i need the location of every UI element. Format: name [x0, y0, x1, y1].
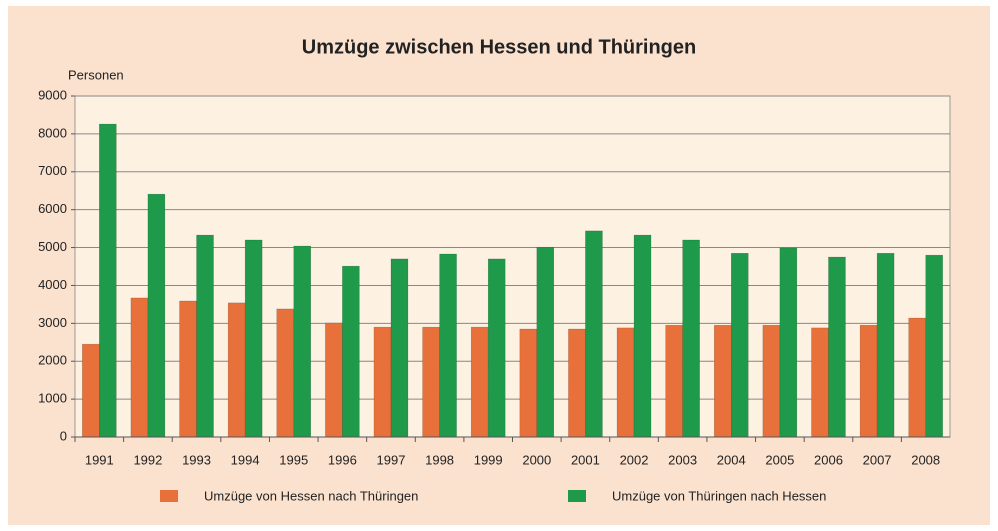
y-tick-label: 4000 — [38, 277, 67, 292]
bar — [293, 245, 311, 438]
bar — [487, 258, 506, 438]
y-tick-label: 8000 — [38, 125, 67, 140]
bar — [99, 123, 117, 438]
y-tick-label: 5000 — [38, 239, 67, 254]
x-tick-label: 1991 — [85, 452, 114, 467]
bar — [536, 246, 555, 438]
legend-label: Umzüge von Thüringen nach Hessen — [612, 488, 826, 503]
bar — [422, 326, 440, 438]
x-tick-label: 2004 — [717, 452, 746, 467]
y-tick-label: 7000 — [38, 163, 67, 178]
bar — [568, 328, 586, 438]
bar — [470, 326, 489, 438]
plot-area — [74, 95, 951, 438]
x-tick-label: 1995 — [279, 452, 308, 467]
bar — [731, 252, 749, 438]
bar — [633, 234, 652, 438]
bar — [373, 326, 392, 438]
x-tick-label: 1998 — [425, 452, 454, 467]
bar — [439, 253, 457, 438]
chart-title: Umzüge zwischen Hessen und Thüringen — [302, 36, 697, 58]
bar — [325, 322, 343, 438]
x-tick-label: 1996 — [328, 452, 357, 467]
bar — [147, 193, 166, 438]
x-tick-label: 2002 — [620, 452, 649, 467]
x-tick-label: 2005 — [765, 452, 794, 467]
bar — [130, 297, 149, 438]
bar — [616, 327, 635, 438]
bar — [82, 343, 100, 438]
bar — [390, 258, 409, 438]
bar — [762, 324, 781, 438]
x-tick-label: 2007 — [863, 452, 892, 467]
x-tick-label: 1999 — [474, 452, 503, 467]
y-tick-label: 0 — [60, 428, 67, 443]
y-tick-label: 2000 — [38, 353, 67, 368]
y-tick-label: 9000 — [38, 87, 67, 102]
bar — [585, 230, 603, 438]
y-tick-label: 6000 — [38, 201, 67, 216]
x-tick-label: 2008 — [911, 452, 940, 467]
bar — [828, 256, 846, 438]
legend-swatch — [160, 490, 178, 502]
y-tick-label: 3000 — [38, 315, 67, 330]
bar — [519, 328, 538, 438]
x-tick-label: 2006 — [814, 452, 843, 467]
bar — [908, 317, 926, 438]
bar — [859, 324, 878, 438]
legend-swatch — [568, 490, 586, 502]
bar — [342, 265, 360, 438]
x-tick-label: 1993 — [182, 452, 211, 467]
bar — [276, 308, 294, 438]
bar — [682, 239, 700, 438]
bar — [227, 302, 246, 438]
y-tick-label: 1000 — [38, 391, 67, 406]
x-tick-label: 1994 — [231, 452, 260, 467]
legend-label: Umzüge von Hessen nach Thüringen — [204, 488, 418, 503]
bar — [876, 252, 895, 438]
bar — [714, 324, 732, 438]
x-tick-label: 1992 — [133, 452, 162, 467]
y-axis-label: Personen — [68, 67, 124, 82]
x-tick-label: 2000 — [522, 452, 551, 467]
x-tick-label: 2003 — [668, 452, 697, 467]
bar — [244, 239, 263, 438]
x-tick-label: 1997 — [377, 452, 406, 467]
bar — [196, 234, 214, 438]
bar — [179, 300, 197, 438]
bar — [779, 247, 798, 438]
bar — [665, 324, 683, 438]
x-tick-label: 2001 — [571, 452, 600, 467]
bar — [811, 327, 829, 438]
bar — [925, 254, 943, 438]
